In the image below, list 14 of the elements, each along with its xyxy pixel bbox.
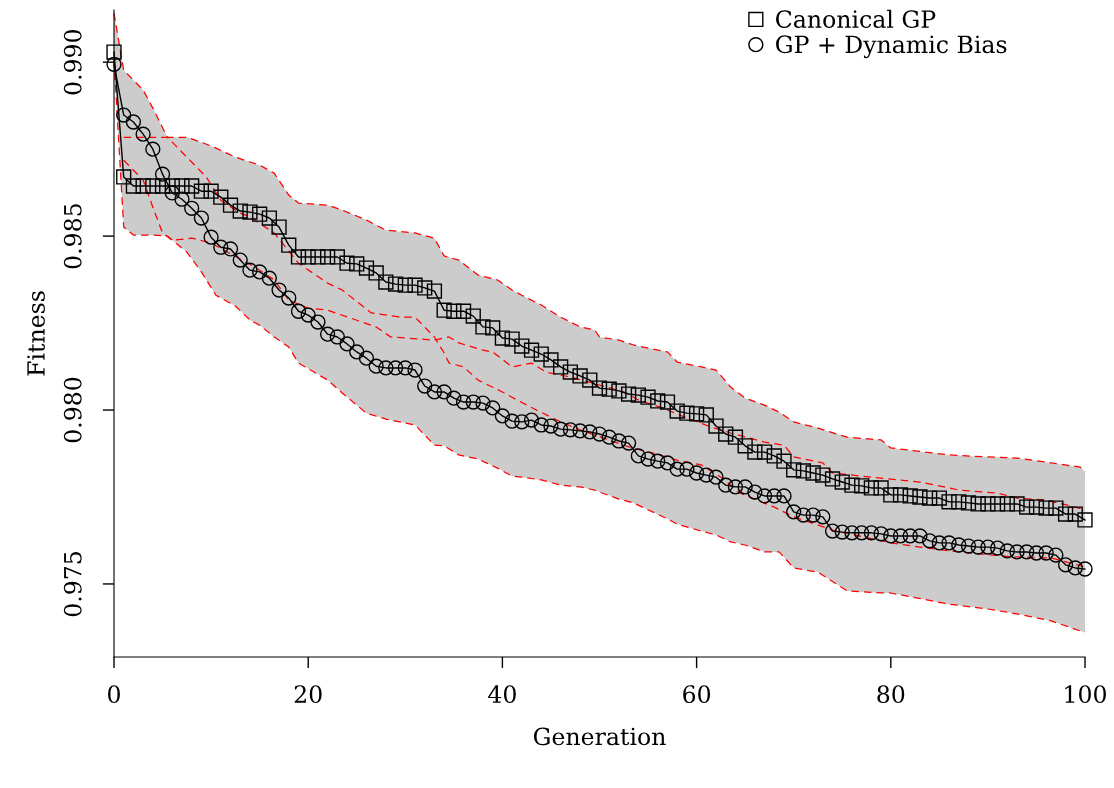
legend-label: GP + Dynamic Bias <box>776 35 1007 59</box>
legend-label: Canonical GP <box>776 9 936 29</box>
y-tick-label: 0.990 <box>63 29 82 95</box>
y-tick-label: 0.975 <box>63 551 82 617</box>
x-axis-title: Generation <box>533 727 666 746</box>
x-tick-label: 40 <box>488 685 516 704</box>
y-tick-label: 0.980 <box>63 377 82 443</box>
y-axis-title: Fitness <box>27 291 45 376</box>
y-tick-label: 0.985 <box>63 204 82 269</box>
x-tick-label: 0 <box>108 685 120 704</box>
x-tick-label: 20 <box>294 685 322 704</box>
x-tick-label: 80 <box>877 685 905 704</box>
x-tick-label: 60 <box>683 685 711 704</box>
x-tick-label: 100 <box>1065 685 1106 704</box>
